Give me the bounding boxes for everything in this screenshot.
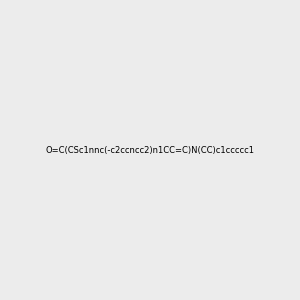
Text: O=C(CSc1nnc(-c2ccncc2)n1CC=C)N(CC)c1ccccc1: O=C(CSc1nnc(-c2ccncc2)n1CC=C)N(CC)c1cccc… xyxy=(46,146,254,154)
